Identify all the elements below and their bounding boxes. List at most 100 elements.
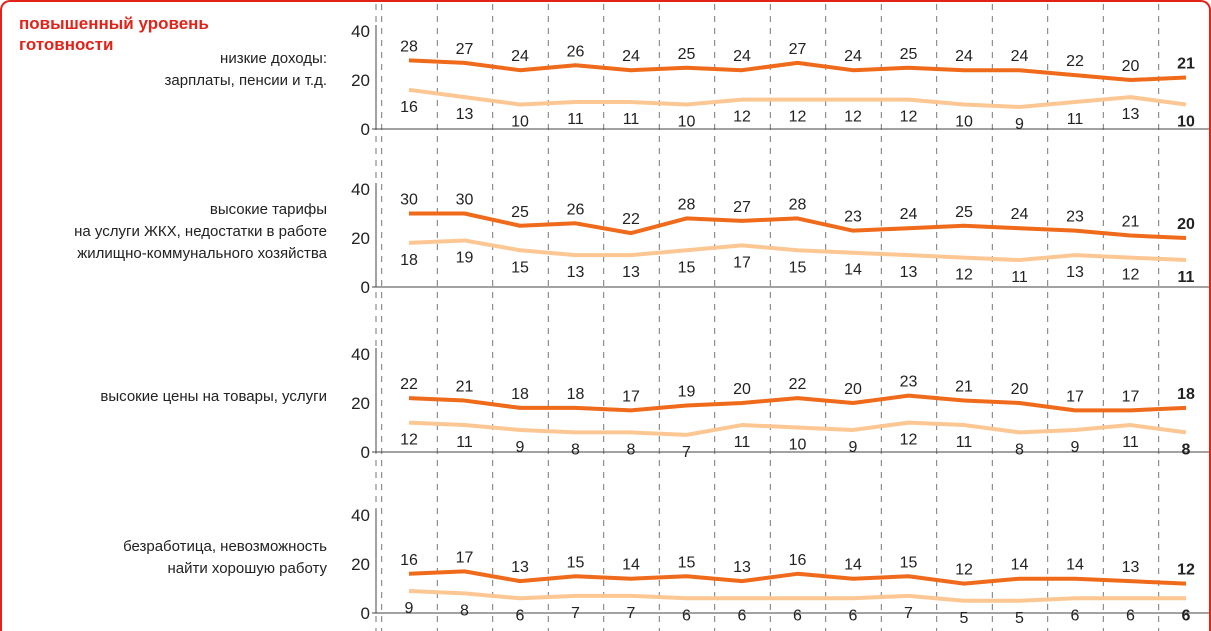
data-label-dark: 17: [1122, 388, 1140, 405]
data-label-dark: 18: [1177, 386, 1195, 403]
data-label-dark: 18: [511, 386, 529, 403]
data-label-dark: 16: [400, 552, 418, 569]
data-label-dark: 14: [1011, 557, 1029, 574]
data-label-dark: 13: [1122, 559, 1140, 576]
data-label-dark: 28: [678, 196, 696, 213]
data-label-light: 6: [738, 607, 747, 624]
data-label-light: 6: [682, 607, 691, 624]
y-tick-label: 0: [361, 604, 370, 623]
panel-label-line: на услуги ЖКХ, недостатки в работе: [74, 223, 327, 240]
data-label-light: 8: [627, 441, 636, 458]
y-tick-label: 20: [351, 229, 370, 248]
data-label-dark: 14: [622, 557, 640, 574]
data-label-light: 7: [904, 605, 913, 622]
data-label-dark: 21: [1177, 56, 1195, 73]
data-label-light: 11: [1011, 269, 1028, 286]
data-label-light: 5: [960, 610, 969, 627]
panel-label-line: безработица, невозможность: [123, 538, 327, 555]
data-label-light: 13: [567, 264, 585, 281]
y-tick-label: 20: [351, 555, 370, 574]
data-label-light: 11: [956, 434, 973, 451]
data-label-dark: 24: [1011, 206, 1029, 223]
data-label-light: 13: [1122, 106, 1140, 123]
data-label-light: 10: [1177, 114, 1195, 131]
data-label-light: 12: [900, 109, 918, 126]
data-label-dark: 12: [955, 562, 973, 579]
data-label-dark: 20: [844, 381, 862, 398]
data-label-dark: 24: [511, 48, 529, 65]
data-label-dark: 23: [844, 209, 862, 226]
data-label-light: 10: [955, 114, 973, 131]
data-label-light: 19: [456, 249, 474, 266]
series-line-light: [408, 588, 1186, 603]
data-label-light: 11: [567, 111, 584, 128]
data-label-light: 6: [849, 607, 858, 624]
y-tick-label: 40: [351, 180, 370, 199]
data-label-light: 6: [793, 607, 802, 624]
data-label-dark: 24: [733, 48, 751, 65]
data-label-light: 12: [900, 432, 918, 449]
data-label-light: 9: [1071, 439, 1080, 456]
panel-label: безработица, невозможность найти хорошую …: [2, 536, 327, 580]
data-label-dark: 28: [789, 196, 807, 213]
series-line-dark: [408, 58, 1187, 82]
data-label-light: 9: [1015, 116, 1024, 133]
data-label-light: 7: [682, 444, 691, 461]
data-label-light: 11: [456, 434, 473, 451]
data-label-dark: 24: [1011, 48, 1029, 65]
panel-label: высокие тарифы на услуги ЖКХ, недостатки …: [2, 199, 327, 265]
y-tick-label: 40: [351, 22, 370, 41]
data-label-dark: 25: [900, 46, 918, 63]
data-label-dark: 22: [1066, 53, 1084, 70]
series-line-dark: [408, 569, 1187, 586]
data-label-light: 7: [627, 605, 636, 622]
y-tick-label: 20: [351, 71, 370, 90]
data-label-light: 11: [734, 434, 751, 451]
data-label-light: 15: [678, 259, 696, 276]
data-label-dark: 24: [844, 48, 862, 65]
data-label-dark: 14: [1066, 557, 1084, 574]
data-label-light: 9: [849, 439, 858, 456]
data-label-light: 11: [1178, 269, 1195, 286]
data-label-light: 6: [516, 607, 525, 624]
chart-heading: повышенный уровень готовности: [19, 14, 209, 54]
series-line-light: [408, 238, 1187, 263]
data-label-dark: 21: [1122, 214, 1140, 231]
data-label-dark: 23: [1066, 209, 1084, 226]
data-label-dark: 19: [678, 383, 696, 400]
data-label-dark: 25: [678, 46, 696, 63]
data-label-light: 11: [1122, 434, 1139, 451]
y-tick-label: 0: [361, 278, 370, 297]
data-label-dark: 22: [400, 376, 418, 393]
data-label-light: 14: [844, 262, 862, 279]
data-label-dark: 28: [400, 38, 418, 55]
data-label-dark: 13: [511, 559, 529, 576]
data-label-dark: 21: [955, 379, 973, 396]
data-label-light: 12: [400, 432, 418, 449]
data-label-dark: 22: [789, 376, 807, 393]
data-label-dark: 22: [622, 211, 640, 228]
data-label-light: 13: [622, 264, 640, 281]
data-label-dark: 15: [567, 554, 585, 571]
data-label-light: 13: [900, 264, 918, 281]
panel-label-line: высокие тарифы: [209, 201, 327, 218]
data-label-dark: 24: [622, 48, 640, 65]
panel-label-line: высокие цены на товары, услуги: [100, 388, 327, 405]
panel-label-line: низкие доходы:: [220, 50, 327, 67]
data-label-dark: 15: [900, 554, 918, 571]
data-label-light: 15: [511, 259, 529, 276]
data-label-dark: 13: [733, 559, 751, 576]
data-label-dark: 24: [900, 206, 918, 223]
y-tick-label: 0: [361, 120, 370, 139]
series-line-dark: [409, 211, 1187, 240]
data-label-dark: 26: [567, 43, 585, 60]
data-label-light: 12: [733, 109, 751, 126]
panel-label-line: зарплаты, пенсии и т.д.: [164, 72, 327, 89]
data-label-dark: 20: [1122, 58, 1140, 75]
data-label-light: 17: [733, 254, 751, 271]
data-label-dark: 21: [456, 379, 474, 396]
y-tick-label: 40: [351, 345, 370, 364]
data-label-light: 6: [1126, 607, 1135, 624]
